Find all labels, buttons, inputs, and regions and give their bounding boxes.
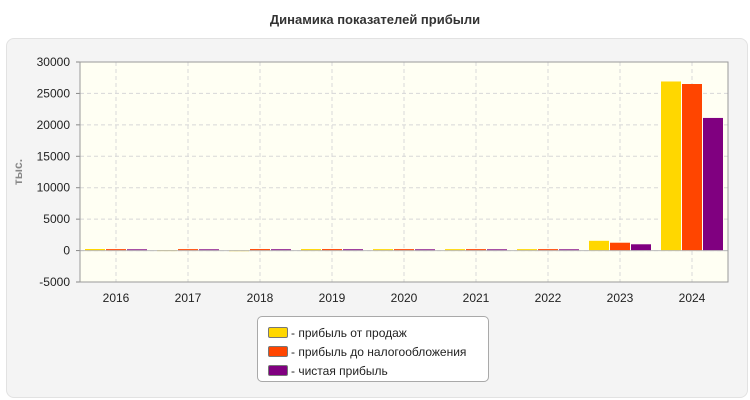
bar bbox=[271, 249, 291, 251]
bar bbox=[589, 240, 609, 251]
bar bbox=[250, 249, 270, 251]
bar bbox=[631, 244, 651, 251]
legend-item-net-profit[interactable]: - чистая прибыль bbox=[268, 361, 488, 380]
bar bbox=[127, 249, 147, 251]
x-tick-label: 2021 bbox=[463, 291, 490, 305]
bar bbox=[466, 249, 486, 251]
x-tick-label: 2020 bbox=[391, 291, 418, 305]
bar bbox=[85, 249, 105, 251]
x-tick-label: 2023 bbox=[607, 291, 634, 305]
y-tick-label: 15000 bbox=[37, 149, 71, 163]
legend: - прибыль от продаж - прибыль до налогоо… bbox=[257, 316, 489, 382]
bar bbox=[538, 249, 558, 251]
y-tick-label: -5000 bbox=[39, 275, 70, 289]
bar bbox=[343, 249, 363, 251]
x-tick-label: 2019 bbox=[319, 291, 346, 305]
y-tick-label: 30000 bbox=[37, 55, 71, 69]
bar bbox=[517, 249, 537, 251]
legend-swatch bbox=[268, 365, 288, 376]
legend-label-net-profit: - чистая прибыль bbox=[291, 363, 388, 378]
chart-title: Динамика показателей прибыли bbox=[269, 12, 481, 27]
bar bbox=[394, 249, 414, 251]
plot-frame bbox=[79, 61, 729, 283]
bar bbox=[199, 249, 219, 251]
bar bbox=[301, 249, 321, 251]
bar bbox=[682, 84, 702, 251]
y-tick-label: 5000 bbox=[43, 212, 70, 226]
bar bbox=[610, 242, 630, 251]
x-tick-label: 2022 bbox=[535, 291, 562, 305]
bar bbox=[703, 117, 723, 251]
legend-swatch bbox=[268, 346, 288, 357]
y-tick-label: 25000 bbox=[37, 86, 71, 100]
legend-item-pretax-profit[interactable]: - прибыль до налогообложения bbox=[268, 342, 488, 361]
x-tick-label: 2016 bbox=[103, 291, 130, 305]
bar bbox=[322, 249, 342, 251]
bar bbox=[373, 249, 393, 251]
x-tick-label: 2024 bbox=[679, 291, 706, 305]
bar bbox=[445, 249, 465, 251]
legend-label-pretax-profit: - прибыль до налогообложения bbox=[291, 344, 467, 359]
bar bbox=[178, 249, 198, 251]
bar bbox=[559, 249, 579, 251]
bar bbox=[661, 81, 681, 251]
x-tick-label: 2017 bbox=[175, 291, 202, 305]
legend-swatch bbox=[268, 327, 288, 338]
y-tick-label: 20000 bbox=[37, 118, 71, 132]
y-tick-label: 10000 bbox=[37, 181, 71, 195]
legend-label-sales-profit: - прибыль от продаж bbox=[291, 325, 407, 340]
bar bbox=[106, 249, 126, 251]
legend-item-sales-profit[interactable]: - прибыль от продаж bbox=[268, 323, 488, 342]
bar bbox=[415, 249, 435, 251]
y-axis-label: тыс. bbox=[11, 159, 25, 185]
plot-background bbox=[80, 62, 728, 282]
y-tick-label: 0 bbox=[63, 244, 70, 258]
x-tick-label: 2018 bbox=[247, 291, 274, 305]
bar bbox=[487, 249, 507, 251]
